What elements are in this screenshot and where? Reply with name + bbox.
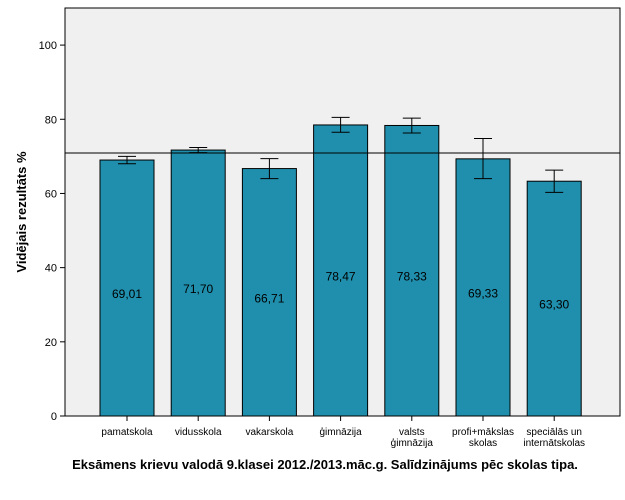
- chart-title: Eksāmens krievu valodā 9.klasei 2012./20…: [72, 457, 578, 472]
- x-tick-label-line: speciālās un: [526, 427, 582, 438]
- bar-value-label: 71,70: [183, 282, 213, 296]
- x-tick-label-line: ģimnāzija: [319, 425, 362, 438]
- x-tick-label-line: vakarskola: [245, 427, 293, 438]
- bar: [526, 180, 582, 417]
- x-tick-label-line: valsts: [399, 427, 425, 438]
- bar-value-label: 66,71: [254, 291, 284, 305]
- x-tick-label-line: internātskolas: [523, 438, 585, 449]
- y-tick-label: 40: [45, 263, 57, 275]
- bar: [170, 149, 226, 417]
- x-tick-label: ģimnāzija: [319, 425, 362, 438]
- x-tick-label: speciālās un internātskolas: [523, 427, 585, 449]
- bar: [455, 158, 511, 417]
- y-tick-label: 20: [45, 337, 57, 349]
- x-tick-label-line: profi+mākslas: [452, 427, 514, 438]
- y-axis-title: Vidējais rezultāts %: [14, 151, 29, 273]
- x-tick-label-line: skolas: [469, 438, 497, 449]
- bar-value-label: 63,30: [539, 298, 569, 312]
- x-tick-label: profi+mākslas skolas: [452, 427, 514, 449]
- bar: [384, 124, 440, 417]
- bar: [99, 159, 155, 417]
- x-tick-label: pamatskola: [101, 427, 153, 438]
- bar-value-label: 78,33: [397, 270, 427, 284]
- bar: [313, 124, 369, 417]
- x-axis: pamatskola vidusskola vakarskola ģimnāzija v…: [101, 416, 585, 449]
- y-tick-label: 60: [45, 188, 57, 200]
- bar-value-label: 69,33: [468, 286, 498, 300]
- x-tick-label-line: vidusskola: [175, 427, 222, 438]
- y-tick-label: 0: [51, 411, 57, 423]
- y-axis: 0 20 40 60 80 100: [39, 40, 65, 423]
- y-tick-label: 80: [45, 114, 57, 126]
- error-bars: [118, 116, 564, 193]
- bar-value-label: 69,01: [112, 287, 142, 301]
- x-tick-label-line: pamatskola: [101, 427, 153, 438]
- bars: 69,01 71,70 66,71 78,47 78,33 69,33 63,30: [99, 124, 582, 417]
- bar-value-label: 78,47: [326, 269, 356, 283]
- x-tick-label: vidusskola: [175, 427, 222, 438]
- y-tick-label: 100: [39, 40, 57, 52]
- x-tick-label: valsts ģimnāzija: [391, 427, 434, 449]
- x-tick-label-line: ģimnāzija: [391, 436, 434, 449]
- x-tick-label: vakarskola: [245, 427, 293, 438]
